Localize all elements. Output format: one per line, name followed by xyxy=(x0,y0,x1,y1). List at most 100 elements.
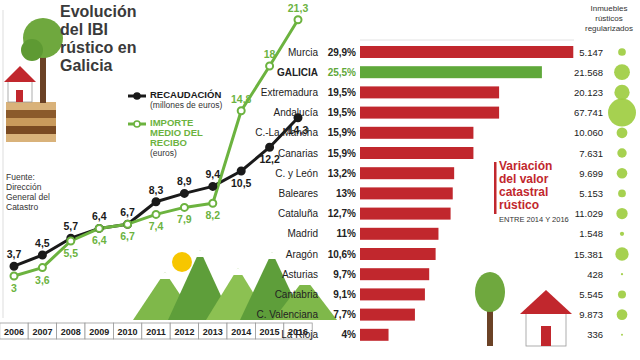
count-label: 336 xyxy=(587,329,603,340)
bar xyxy=(360,288,425,300)
x-tick-label: 2015 xyxy=(260,327,280,337)
bubble xyxy=(618,190,626,198)
y-tick-label: Baleares xyxy=(279,188,318,199)
data-label: 3,6 xyxy=(35,274,50,286)
legend-swatch-marker xyxy=(134,121,140,127)
source: Fuente: Dirección General del Catastro xyxy=(6,172,72,212)
point-marker xyxy=(266,63,273,70)
y-tick-label: Extremadura xyxy=(261,87,319,98)
data-label: 8,9 xyxy=(177,175,192,187)
bubble xyxy=(620,232,624,236)
y-tick-label: Murcia xyxy=(288,47,318,58)
count-header: Inmuebles rústicos regularizados xyxy=(578,4,640,34)
legend-name: RECAUDACIÓN xyxy=(150,90,226,100)
house-door xyxy=(541,326,551,346)
soil-stripe xyxy=(6,102,56,110)
year-box xyxy=(113,323,141,339)
x-tick-label: 2008 xyxy=(61,327,81,337)
data-label: 6,7 xyxy=(120,230,135,242)
y-axis-line xyxy=(3,10,4,318)
point-marker xyxy=(238,107,245,114)
year-box xyxy=(0,323,28,339)
y-tick-label: Cantabria xyxy=(275,289,319,300)
y-tick-label: Andalucía xyxy=(274,107,319,118)
count-label: 9.873 xyxy=(579,309,603,320)
year-box xyxy=(85,323,113,339)
point-marker xyxy=(181,190,188,197)
legend-entry: IMPORTE MEDIO DEL RECIBO(euros) xyxy=(150,118,226,158)
x-tick-label: 2011 xyxy=(146,327,166,337)
data-label: 7,9 xyxy=(177,213,192,225)
bar xyxy=(360,107,499,119)
legend-unit: (millones de euros) xyxy=(150,100,226,110)
point-marker xyxy=(238,168,245,175)
legend-name: IMPORTE MEDIO DEL RECIBO xyxy=(150,118,226,148)
point-marker xyxy=(11,263,18,270)
bars xyxy=(360,46,573,341)
count-label: 1.548 xyxy=(579,228,603,239)
year-box xyxy=(199,323,227,339)
bar xyxy=(360,228,438,240)
data-label: 3,7 xyxy=(7,248,22,260)
bar xyxy=(360,167,454,179)
year-box xyxy=(227,323,255,339)
data-label: 14,8 xyxy=(231,93,252,105)
point-marker xyxy=(11,273,18,280)
bar xyxy=(360,268,429,280)
data-label: 11% xyxy=(337,228,357,239)
data-label: 19,5% xyxy=(328,87,356,98)
point-marker xyxy=(124,221,131,228)
legend-entry: RECAUDACIÓN(millones de euros) xyxy=(150,90,226,110)
x-tick-label: 2010 xyxy=(118,327,138,337)
data-label: 10,6% xyxy=(328,249,356,260)
soil-stripe xyxy=(6,110,56,118)
bubble xyxy=(614,85,629,100)
legend-swatch-marker xyxy=(134,93,140,99)
tree-crown xyxy=(21,39,43,61)
soil-stripe xyxy=(6,134,56,142)
x-axis: 2006200720082009201020112012201320142015… xyxy=(0,323,312,339)
soil-stripe xyxy=(6,118,56,126)
data-label: 6,7 xyxy=(120,206,135,218)
data-label: 4% xyxy=(342,329,357,340)
tree-crown xyxy=(475,272,505,312)
bar xyxy=(360,66,542,78)
bar xyxy=(360,147,473,159)
data-label: 9,4 xyxy=(205,168,220,180)
x-tick-label: 2007 xyxy=(32,327,52,337)
data-label: 9,7% xyxy=(333,269,356,280)
bubble xyxy=(616,208,627,219)
data-label: 8,2 xyxy=(205,209,220,221)
count-label: 15.381 xyxy=(574,249,603,260)
bubble xyxy=(617,127,628,138)
y-tick-label: C. y León xyxy=(275,168,318,179)
count-label: 20.123 xyxy=(574,87,603,98)
x-axis-line xyxy=(360,40,574,41)
tree-trunk xyxy=(40,55,46,103)
bubble xyxy=(618,290,626,298)
data-label: 15,9% xyxy=(328,148,356,159)
point-marker xyxy=(96,225,103,232)
count-label: 7.631 xyxy=(579,148,603,159)
decoration-left xyxy=(4,18,63,142)
point-marker xyxy=(39,264,46,271)
bubble xyxy=(614,64,630,80)
mountain-snow xyxy=(231,268,245,275)
year-box xyxy=(57,323,85,339)
annotation-box: Variación del valor catastral rústicoENT… xyxy=(499,160,573,224)
data-label: 6,4 xyxy=(92,210,107,222)
point-marker xyxy=(153,211,160,218)
year-box xyxy=(28,323,56,339)
y-tick-label: Canarias xyxy=(278,148,318,159)
data-label: 15,9% xyxy=(328,127,356,138)
legend-unit: (euros) xyxy=(150,148,226,158)
data-label: 13,2% xyxy=(328,168,356,179)
data-label: 4,5 xyxy=(35,237,50,249)
data-label: 21,3 xyxy=(288,2,309,14)
data-label: 12,7% xyxy=(328,208,356,219)
count-label: 5.147 xyxy=(579,47,603,58)
point-marker xyxy=(209,183,216,190)
line-series xyxy=(14,20,298,276)
y-tick-label: C.-La Mancha xyxy=(255,127,318,138)
y-tick-label: Cataluña xyxy=(278,208,318,219)
